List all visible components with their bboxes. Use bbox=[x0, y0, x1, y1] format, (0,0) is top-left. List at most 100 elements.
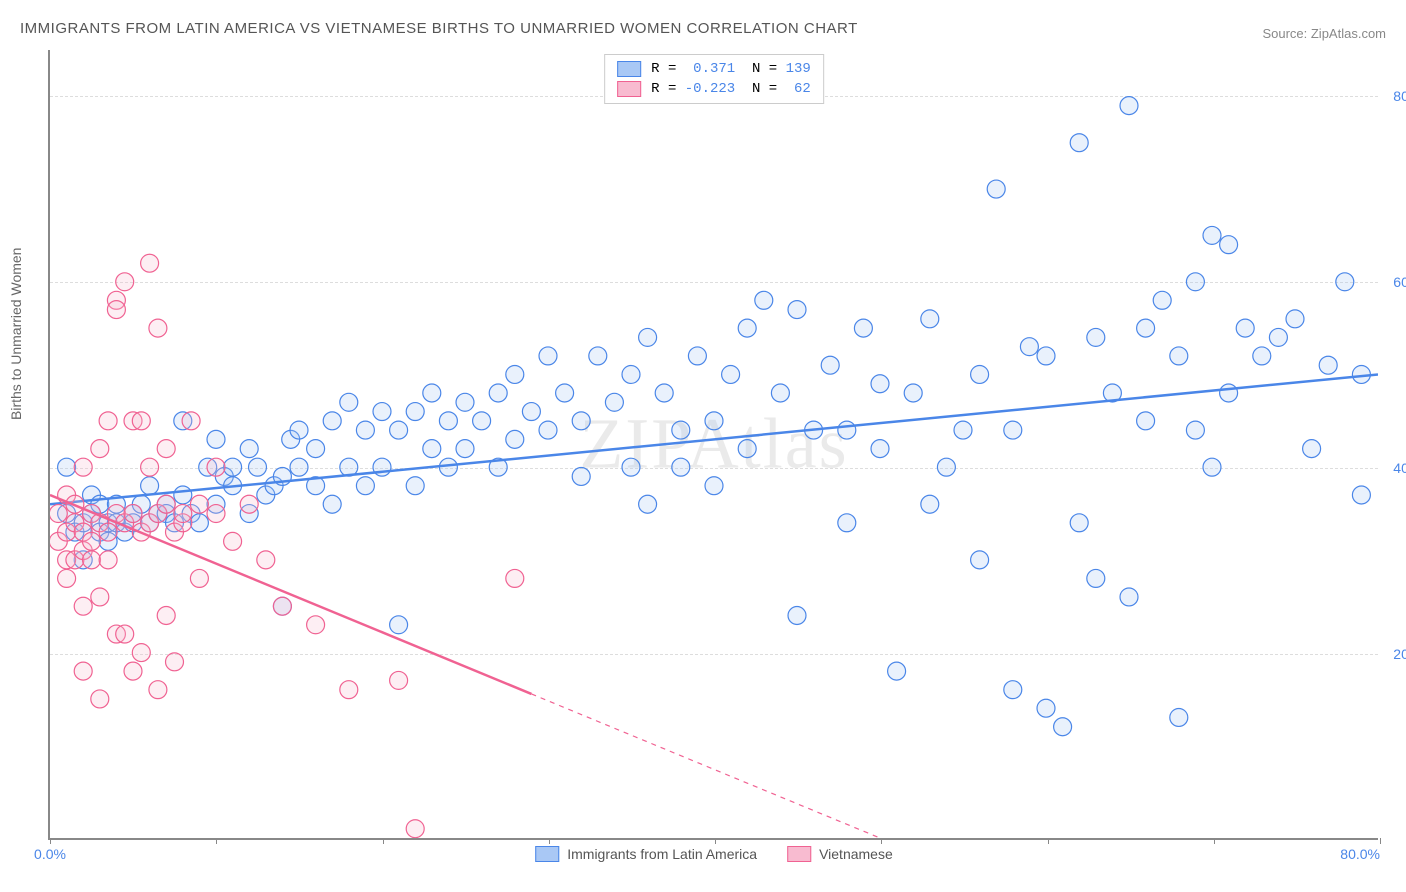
scatter-point bbox=[157, 607, 175, 625]
scatter-point bbox=[207, 505, 225, 523]
scatter-point bbox=[149, 681, 167, 699]
scatter-point bbox=[1153, 291, 1171, 309]
scatter-point bbox=[141, 458, 159, 476]
x-tick-label: 80.0% bbox=[1340, 846, 1380, 862]
scatter-point bbox=[738, 440, 756, 458]
x-tick bbox=[715, 838, 716, 844]
scatter-point bbox=[99, 523, 117, 541]
scatter-point bbox=[290, 421, 308, 439]
scatter-point bbox=[58, 458, 76, 476]
scatter-point bbox=[74, 597, 92, 615]
scatter-point bbox=[705, 412, 723, 430]
scatter-point bbox=[190, 495, 208, 513]
plot-area: ZIPAtlas R = 0.371 N = 139 R = -0.223 N … bbox=[48, 50, 1378, 840]
legend-bottom-item: Vietnamese bbox=[787, 846, 893, 862]
scatter-point bbox=[423, 440, 441, 458]
scatter-point bbox=[838, 421, 856, 439]
scatter-point bbox=[157, 440, 175, 458]
scatter-point bbox=[1020, 338, 1038, 356]
scatter-point bbox=[240, 495, 258, 513]
scatter-point bbox=[788, 607, 806, 625]
scatter-point bbox=[705, 477, 723, 495]
legend-swatch bbox=[535, 846, 559, 862]
scatter-point bbox=[1203, 458, 1221, 476]
scatter-point bbox=[506, 430, 524, 448]
scatter-point bbox=[1269, 328, 1287, 346]
scatter-point bbox=[406, 477, 424, 495]
scatter-point bbox=[854, 319, 872, 337]
scatter-point bbox=[83, 532, 101, 550]
scatter-point bbox=[116, 625, 134, 643]
x-tick bbox=[549, 838, 550, 844]
scatter-point bbox=[821, 356, 839, 374]
scatter-point bbox=[937, 458, 955, 476]
scatter-point bbox=[1087, 328, 1105, 346]
scatter-point bbox=[1303, 440, 1321, 458]
scatter-svg bbox=[50, 50, 1378, 838]
y-tick-label: 20.0% bbox=[1393, 646, 1406, 662]
scatter-point bbox=[1336, 273, 1354, 291]
scatter-point bbox=[572, 412, 590, 430]
scatter-point bbox=[473, 412, 491, 430]
scatter-point bbox=[74, 662, 92, 680]
scatter-point bbox=[539, 421, 557, 439]
scatter-point bbox=[307, 440, 325, 458]
legend-series: Immigrants from Latin America Vietnamese bbox=[535, 846, 893, 862]
scatter-point bbox=[954, 421, 972, 439]
scatter-point bbox=[1319, 356, 1337, 374]
scatter-point bbox=[556, 384, 574, 402]
scatter-point bbox=[83, 551, 101, 569]
legend-label: Vietnamese bbox=[819, 846, 893, 862]
scatter-point bbox=[1004, 681, 1022, 699]
scatter-point bbox=[340, 681, 358, 699]
legend-row-2: R = -0.223 N = 62 bbox=[617, 79, 811, 99]
scatter-point bbox=[423, 384, 441, 402]
scatter-point bbox=[1037, 347, 1055, 365]
scatter-point bbox=[456, 440, 474, 458]
scatter-point bbox=[589, 347, 607, 365]
scatter-point bbox=[91, 588, 109, 606]
scatter-point bbox=[788, 301, 806, 319]
legend-text-2: R = -0.223 N = 62 bbox=[651, 81, 811, 97]
legend-bottom-item: Immigrants from Latin America bbox=[535, 846, 757, 862]
scatter-point bbox=[99, 551, 117, 569]
scatter-point bbox=[522, 403, 540, 421]
scatter-point bbox=[1037, 699, 1055, 717]
scatter-point bbox=[904, 384, 922, 402]
x-tick bbox=[1214, 838, 1215, 844]
scatter-point bbox=[572, 467, 590, 485]
scatter-point bbox=[1170, 709, 1188, 727]
scatter-point bbox=[672, 458, 690, 476]
scatter-point bbox=[390, 616, 408, 634]
scatter-point bbox=[738, 319, 756, 337]
scatter-point bbox=[406, 403, 424, 421]
scatter-point bbox=[489, 384, 507, 402]
scatter-point bbox=[971, 365, 989, 383]
scatter-point bbox=[190, 569, 208, 587]
scatter-point bbox=[1352, 486, 1370, 504]
scatter-point bbox=[1186, 421, 1204, 439]
scatter-point bbox=[224, 458, 242, 476]
scatter-point bbox=[157, 495, 175, 513]
scatter-point bbox=[99, 412, 117, 430]
legend-label: Immigrants from Latin America bbox=[567, 846, 757, 862]
scatter-point bbox=[755, 291, 773, 309]
scatter-point bbox=[141, 477, 159, 495]
legend-swatch-blue bbox=[617, 61, 641, 77]
legend-row-1: R = 0.371 N = 139 bbox=[617, 59, 811, 79]
scatter-point bbox=[888, 662, 906, 680]
scatter-point bbox=[639, 328, 657, 346]
scatter-point bbox=[1070, 514, 1088, 532]
scatter-point bbox=[1137, 412, 1155, 430]
scatter-point bbox=[1253, 347, 1271, 365]
scatter-point bbox=[1070, 134, 1088, 152]
scatter-point bbox=[390, 421, 408, 439]
x-tick bbox=[50, 838, 51, 844]
scatter-point bbox=[323, 412, 341, 430]
scatter-point bbox=[622, 365, 640, 383]
scatter-point bbox=[506, 569, 524, 587]
scatter-point bbox=[174, 486, 192, 504]
scatter-point bbox=[771, 384, 789, 402]
x-tick bbox=[1048, 838, 1049, 844]
scatter-point bbox=[655, 384, 673, 402]
